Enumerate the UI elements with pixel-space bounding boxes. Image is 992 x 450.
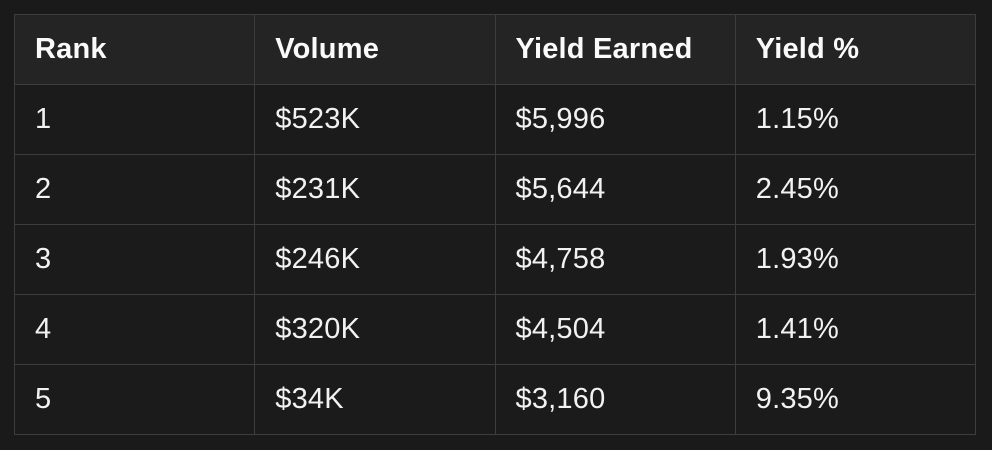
column-header-yield-earned: Yield Earned (494, 14, 736, 85)
table-row: 4 $320K $4,504 1.41% (13, 294, 977, 365)
column-header-volume: Volume (254, 14, 496, 85)
cell-yield-pct: 1.93% (734, 224, 977, 295)
cell-yield-pct: 9.35% (734, 364, 977, 435)
cell-rank: 4 (13, 294, 256, 365)
cell-yield-pct: 2.45% (734, 154, 977, 225)
table-row: 3 $246K $4,758 1.93% (13, 224, 977, 295)
cell-rank: 2 (13, 154, 256, 225)
table-header-row: Rank Volume Yield Earned Yield % (13, 14, 977, 85)
cell-volume: $246K (254, 224, 496, 295)
cell-yield-pct: 1.41% (734, 294, 977, 365)
column-header-yield-pct: Yield % (734, 14, 977, 85)
cell-rank: 3 (13, 224, 256, 295)
cell-volume: $523K (254, 84, 496, 155)
cell-rank: 1 (13, 84, 256, 155)
cell-yield-pct: 1.15% (734, 84, 977, 155)
cell-volume: $34K (254, 364, 496, 435)
table-row: 5 $34K $3,160 9.35% (13, 364, 977, 435)
cell-yield-earned: $4,504 (494, 294, 736, 365)
cell-volume: $320K (254, 294, 496, 365)
cell-yield-earned: $5,996 (494, 84, 736, 155)
cell-yield-earned: $5,644 (494, 154, 736, 225)
column-header-rank: Rank (13, 14, 256, 85)
table-row: 1 $523K $5,996 1.15% (13, 84, 977, 155)
cell-volume: $231K (254, 154, 496, 225)
cell-rank: 5 (13, 364, 256, 435)
cell-yield-earned: $3,160 (494, 364, 736, 435)
cell-yield-earned: $4,758 (494, 224, 736, 295)
table-row: 2 $231K $5,644 2.45% (13, 154, 977, 225)
yield-leaderboard-table: Rank Volume Yield Earned Yield % 1 $523K… (13, 14, 977, 435)
